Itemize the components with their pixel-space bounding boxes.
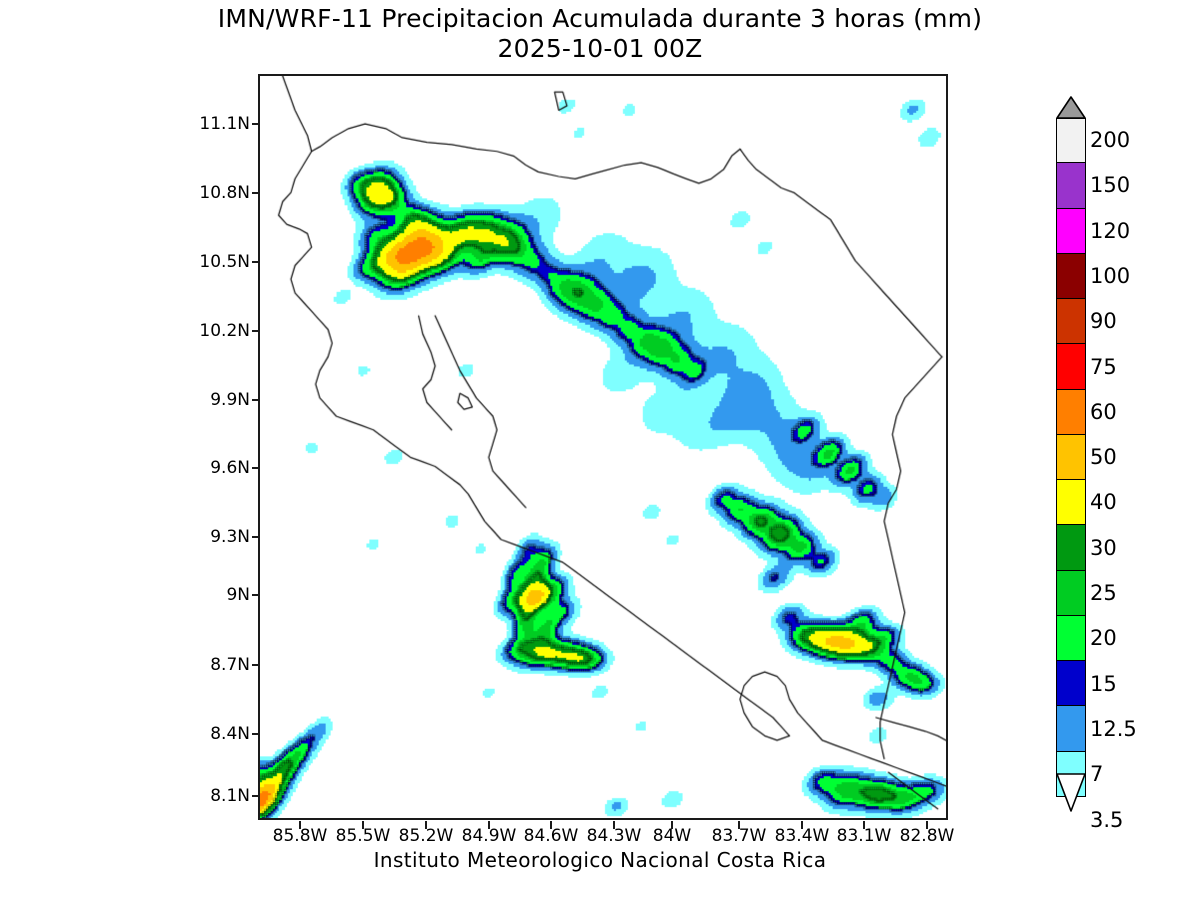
colorbar-band: [1056, 706, 1086, 752]
longitude-tick-mark: [550, 821, 552, 829]
latitude-tick-label: 10.8N: [199, 183, 250, 203]
colorbar-band: [1056, 344, 1086, 390]
colorbar-tick-label: 150: [1090, 173, 1131, 198]
colorbar-tick-label: 30: [1090, 535, 1117, 560]
longitude-tick-label: 85.5W: [335, 826, 391, 846]
longitude-tick-mark: [488, 821, 490, 829]
colorbar-tick-label: 120: [1090, 218, 1131, 243]
colorbar-tick-labels: 200 150 120 100 90 75 60 50 40 30 25 20 15 12.5 7 3.5: [1056, 96, 1200, 856]
colorbar-tick-label: 3.5: [1090, 807, 1124, 832]
colorbar-band: [1056, 615, 1086, 662]
longitude-tick-mark: [299, 821, 301, 829]
longitude-tick-label: 85.8W: [272, 826, 328, 846]
colorbar-tick-label: 60: [1090, 399, 1117, 424]
latitude-tick-label: 10.5N: [199, 252, 250, 272]
longitude-tick-label: 84.6W: [523, 826, 579, 846]
colorbar-band: [1056, 434, 1086, 481]
page-title: IMN/WRF-11 Precipitacion Acumulada duran…: [217, 4, 983, 33]
latitude-tick-label: 9.9N: [210, 390, 250, 410]
colorbar-tick-label: 20: [1090, 626, 1117, 651]
colorbar-band: [1056, 299, 1086, 345]
colorbar-band: [1056, 118, 1086, 164]
latitude-tick-label: 9.3N: [210, 527, 250, 547]
colorbar-band: [1056, 480, 1086, 526]
latitude-tick-label: 10.2N: [199, 321, 250, 341]
latitude-tick-label: 11.1N: [199, 114, 250, 134]
colorbar-tick-label: 50: [1090, 445, 1117, 470]
colorbar-under-cap: [1056, 773, 1086, 813]
colorbar-tick-label: 15: [1090, 671, 1117, 696]
longitude-tick-label: 83.4W: [774, 826, 830, 846]
colorbar-tick-label: 90: [1090, 309, 1117, 334]
colorbar-band: [1056, 525, 1086, 571]
colorbar-tick-label: 7: [1090, 762, 1104, 787]
longitude-tick-mark: [671, 821, 673, 829]
latitude-tick-label: 9N: [226, 585, 250, 605]
longitude-tick-label: 85.2W: [398, 826, 454, 846]
longitude-tick-mark: [738, 821, 740, 829]
colorbar-band: [1056, 163, 1086, 209]
map-plot-area: [258, 74, 948, 820]
colorbar: [1056, 96, 1086, 812]
page-subtitle: 2025-10-01 00Z: [497, 34, 703, 63]
longitude-tick-mark: [863, 821, 865, 829]
latitude-tick-label: 9.6N: [210, 458, 250, 478]
colorbar-bands: [1056, 118, 1086, 797]
longitude-tick-label: 84.3W: [586, 826, 642, 846]
colorbar-band: [1056, 208, 1086, 254]
colorbar-band: [1056, 389, 1086, 435]
latitude-tick-label: 8.7N: [210, 655, 250, 675]
longitude-tick-mark: [362, 821, 364, 829]
longitude-tick-mark: [926, 821, 928, 829]
colorbar-tick-label: 12.5: [1090, 716, 1137, 741]
colorbar-tick-label: 75: [1090, 354, 1117, 379]
longitude-tick-label: 84W: [652, 826, 692, 846]
colorbar-band: [1056, 253, 1086, 300]
longitude-tick-mark: [425, 821, 427, 829]
longitude-tick-mark: [613, 821, 615, 829]
longitude-tick-label: 83.1W: [836, 826, 892, 846]
colorbar-tick-label: 100: [1090, 263, 1131, 288]
colorbar-band: [1056, 570, 1086, 616]
colorbar-band: [1056, 661, 1086, 707]
longitude-tick-label: 83.7W: [711, 826, 767, 846]
colorbar-tick-label: 25: [1090, 581, 1117, 606]
colorbar-tick-label: 200: [1090, 128, 1131, 153]
longitude-tick-mark: [801, 821, 803, 829]
chart-title-block: IMN/WRF-11 Precipitacion Acumulada duran…: [0, 4, 1200, 64]
latitude-tick-label: 8.4N: [210, 724, 250, 744]
latitude-tick-label: 8.1N: [210, 786, 250, 806]
longitude-tick-label: 84.9W: [461, 826, 517, 846]
footer-credit: Instituto Meteorologico Nacional Costa R…: [373, 848, 827, 872]
precipitation-map-canvas: [260, 76, 946, 818]
colorbar-tick-label: 40: [1090, 490, 1117, 515]
longitude-tick-label: 82.8W: [899, 826, 955, 846]
